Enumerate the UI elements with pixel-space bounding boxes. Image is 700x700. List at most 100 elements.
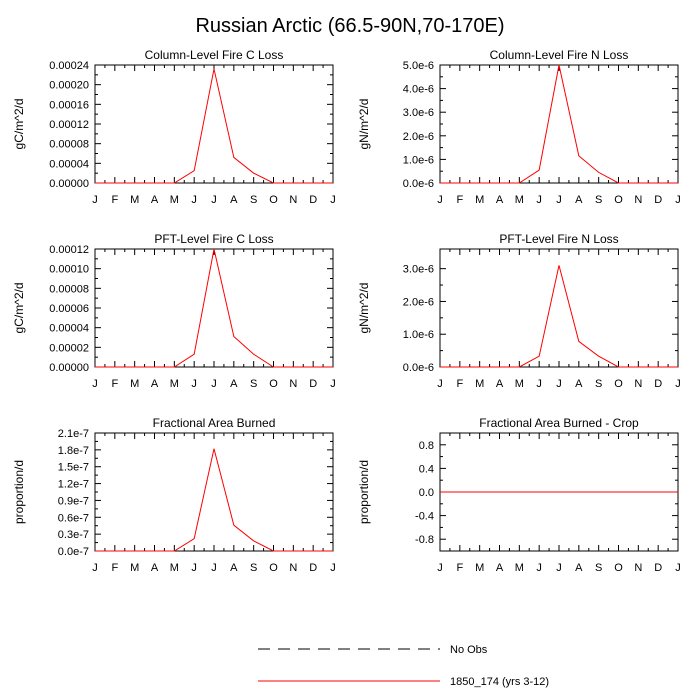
x-tick-label: J (92, 194, 98, 206)
x-tick-label: J (675, 194, 681, 206)
x-tick-label: N (289, 378, 297, 390)
x-tick-label: A (151, 562, 159, 574)
x-tick-label: A (496, 562, 504, 574)
y-tick-label: 0.00010 (49, 264, 89, 276)
y-tick-label: 0.9e-7 (58, 495, 89, 507)
legend: No Obs 1850_174 (yrs 3-12) (258, 644, 549, 688)
y-tick-label: 1.8e-7 (58, 445, 89, 457)
x-tick-label: D (654, 378, 662, 390)
x-tick-label: A (230, 562, 238, 574)
figure-title: Russian Arctic (66.5-90N,70-170E) (195, 15, 504, 37)
series-line-1 (95, 448, 333, 552)
panel-title: PFT-Level Fire C Loss (154, 232, 273, 246)
x-tick-label: M (130, 562, 139, 574)
x-tick-label: J (211, 194, 217, 206)
x-tick-label: M (130, 378, 139, 390)
x-tick-label: S (595, 194, 602, 206)
y-tick-label: -0.8 (415, 534, 434, 546)
y-tick-label: 0.00000 (49, 362, 89, 374)
y-tick-label: 0.00012 (49, 244, 89, 256)
x-tick-label: O (269, 194, 278, 206)
x-tick-label: D (309, 562, 317, 574)
y-tick-label: 1.2e-7 (58, 479, 89, 491)
y-tick-label: 0.8 (419, 440, 434, 452)
y-tick-label: 0.00020 (49, 80, 89, 92)
x-tick-label: A (496, 378, 504, 390)
y-tick-label: 0.0e-7 (58, 546, 89, 558)
y-tick-label: 2.0e-6 (403, 296, 434, 308)
legend-obs-label: No Obs (450, 644, 488, 656)
panel-title: Fractional Area Burned (153, 416, 276, 430)
y-tick-label: 0.00004 (49, 323, 89, 335)
x-tick-label: O (614, 194, 623, 206)
x-tick-label: J (437, 378, 443, 390)
y-axis-label: gN/m^2/d (357, 283, 371, 334)
x-tick-label: A (151, 194, 159, 206)
y-tick-label: 0.00008 (49, 139, 89, 151)
x-tick-label: M (170, 194, 179, 206)
panel-6: Fractional Area Burned - Crop proportion/… (357, 416, 681, 574)
y-tick-label: 0.00000 (49, 178, 89, 190)
x-tick-label: J (675, 378, 681, 390)
y-tick-label: 2.1e-7 (58, 428, 89, 440)
y-tick-label: 0.4 (419, 463, 434, 475)
x-tick-label: F (111, 562, 118, 574)
x-tick-label: O (614, 562, 623, 574)
x-tick-label: J (536, 378, 542, 390)
x-tick-label: N (289, 194, 297, 206)
panel-title: PFT-Level Fire N Loss (499, 232, 618, 246)
x-tick-label: A (575, 378, 583, 390)
y-axis-label: gN/m^2/d (357, 99, 371, 150)
x-tick-label: J (556, 378, 562, 390)
y-tick-label: 0.00008 (49, 283, 89, 295)
x-tick-label: J (92, 562, 98, 574)
x-tick-label: F (456, 194, 463, 206)
y-tick-label: 0.0e-6 (403, 178, 434, 190)
x-tick-label: M (170, 562, 179, 574)
series-line-1 (440, 64, 678, 184)
y-tick-label: 1.5e-7 (58, 462, 89, 474)
y-tick-label: 0.00002 (49, 342, 89, 354)
x-tick-label: M (475, 378, 484, 390)
y-tick-label: 0.00016 (49, 99, 89, 111)
y-tick-label: 4.0e-6 (403, 84, 434, 96)
y-tick-label: 0.3e-7 (58, 529, 89, 541)
x-tick-label: J (330, 562, 336, 574)
y-tick-label: 0.00006 (49, 303, 89, 315)
panel-title: Column-Level Fire N Loss (490, 48, 629, 62)
y-axis-label: proportion/d (12, 460, 26, 524)
plot-frame (94, 248, 334, 368)
x-tick-label: J (191, 194, 197, 206)
x-tick-label: A (151, 378, 159, 390)
plot-frame (94, 64, 334, 184)
plot-frame (439, 64, 679, 184)
x-tick-label: F (456, 562, 463, 574)
x-tick-label: M (475, 194, 484, 206)
x-tick-label: A (230, 194, 238, 206)
x-tick-label: S (595, 378, 602, 390)
x-tick-label: N (634, 378, 642, 390)
x-tick-label: J (330, 194, 336, 206)
x-tick-label: N (289, 562, 297, 574)
x-tick-label: M (130, 194, 139, 206)
x-tick-label: M (475, 562, 484, 574)
y-tick-label: 0.00012 (49, 119, 89, 131)
panel-title: Fractional Area Burned - Crop (479, 416, 639, 430)
x-tick-label: D (654, 194, 662, 206)
x-tick-label: A (496, 194, 504, 206)
legend-model-label: 1850_174 (yrs 3-12) (450, 676, 549, 688)
y-tick-label: 0.00024 (49, 60, 89, 72)
x-tick-label: F (456, 378, 463, 390)
x-tick-label: O (269, 378, 278, 390)
x-tick-label: A (575, 562, 583, 574)
y-tick-label: 0.6e-7 (58, 512, 89, 524)
y-axis-label: proportion/d (357, 460, 371, 524)
x-tick-label: J (330, 378, 336, 390)
x-tick-label: J (211, 562, 217, 574)
x-tick-label: J (536, 194, 542, 206)
